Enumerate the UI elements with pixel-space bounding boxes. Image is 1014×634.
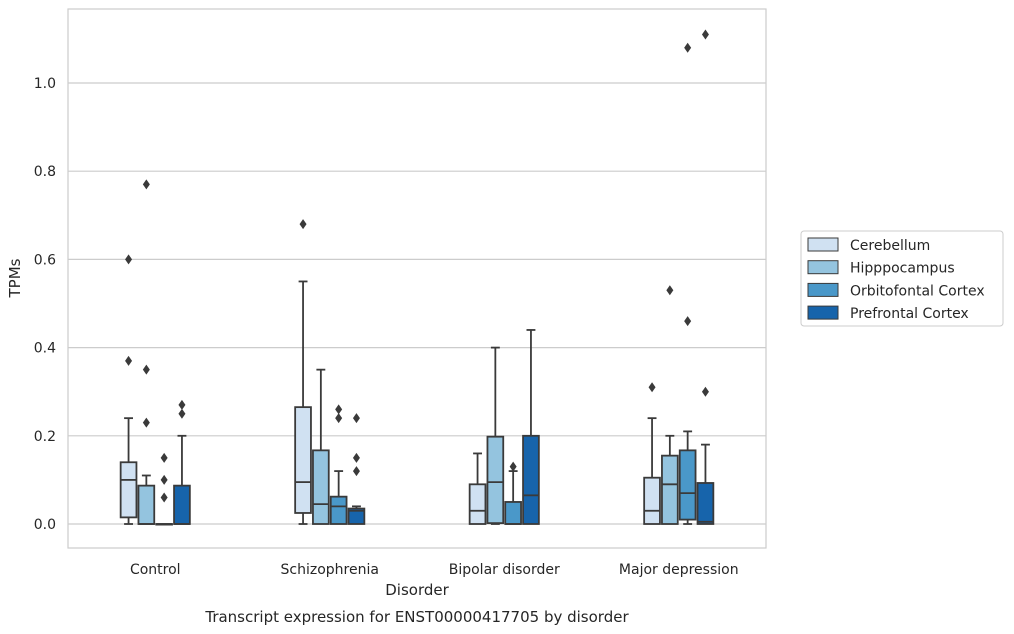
legend-frame — [800, 230, 1004, 327]
box-body — [504, 501, 522, 525]
x-tick-label: Major depression — [619, 562, 739, 578]
outlier-point — [701, 386, 709, 397]
box-body — [137, 484, 156, 525]
x-tick-label: Bipolar disorder — [449, 562, 560, 578]
box-body — [294, 406, 312, 514]
y-tick-label: 0.8 — [34, 164, 56, 180]
legend-label: Cerebellum — [850, 238, 930, 254]
outlier-point — [352, 466, 360, 477]
box-cerebellum — [294, 219, 312, 525]
y-axis-ticks: 0.0 0.2 0.4 0.6 0.8 1.0 — [34, 76, 56, 533]
box-body — [173, 484, 191, 525]
outlier-point — [666, 285, 674, 296]
box-body — [119, 461, 138, 519]
box-body — [329, 495, 348, 525]
box-prefrontal-cortex — [696, 29, 715, 525]
outlier-point — [684, 316, 692, 327]
outlier-point — [160, 474, 168, 485]
figure-caption: Transcript expression for ENST0000041770… — [204, 608, 629, 626]
box-body — [522, 434, 540, 525]
legend-swatch — [807, 305, 839, 320]
box-orbitofontal-cortex — [678, 42, 697, 525]
box-body — [643, 476, 661, 525]
box-cerebellum — [468, 452, 487, 525]
y-axis-title: TPMs — [6, 258, 24, 298]
outlier-point — [701, 29, 709, 40]
box-cerebellum — [643, 382, 661, 525]
y-tick-label: 0.4 — [34, 341, 56, 357]
outlier-point — [142, 179, 150, 190]
outlier-point — [125, 355, 133, 366]
outlier-point — [142, 364, 150, 375]
box-prefrontal-cortex — [173, 399, 191, 525]
box-body — [486, 435, 505, 525]
outlier-point — [299, 219, 307, 230]
y-tick-label: 0.0 — [34, 517, 56, 533]
outlier-point — [352, 452, 360, 463]
legend-label: Hipppocampus — [850, 261, 955, 277]
box-hipppocampus — [137, 179, 156, 525]
box-body — [312, 449, 330, 525]
outlier-point — [648, 382, 656, 393]
outlier-point — [335, 413, 343, 424]
box-orbitofontal-cortex — [155, 452, 173, 526]
outlier-point — [352, 413, 360, 424]
outlier-point — [142, 417, 150, 428]
legend: Cerebellum Hipppocampus Orbitofontal Corte… — [800, 230, 1004, 327]
legend-entries: Cerebellum Hipppocampus Orbitofontal Corte… — [807, 237, 985, 322]
legend-swatch — [807, 282, 839, 297]
box-body — [468, 483, 487, 525]
legend-swatch — [807, 237, 839, 252]
legend-label: Orbitofontal Cortex — [850, 283, 985, 299]
outlier-point — [160, 452, 168, 463]
box-prefrontal-cortex — [522, 329, 540, 525]
x-axis-ticks: Control Schizophrenia Bipolar disorder Majo… — [130, 562, 739, 578]
box-cerebellum — [119, 254, 138, 525]
outlier-point — [178, 399, 186, 410]
x-tick-label: Schizophrenia — [281, 562, 379, 578]
box-orbitofontal-cortex — [504, 461, 522, 525]
x-axis-title: Disorder — [385, 581, 449, 599]
outlier-point — [125, 254, 133, 265]
outlier-point — [335, 404, 343, 415]
legend-swatch — [807, 260, 839, 275]
outlier-point — [178, 408, 186, 419]
outlier-point — [160, 492, 168, 503]
outlier-point — [509, 461, 517, 472]
box-body — [661, 454, 679, 525]
x-tick-label: Control — [130, 562, 181, 578]
box-hipppocampus — [312, 368, 330, 525]
box-prefrontal-cortex — [347, 413, 366, 525]
box-orbitofontal-cortex — [329, 404, 348, 525]
box-hipppocampus — [486, 346, 505, 525]
y-tick-label: 1.0 — [34, 76, 56, 92]
box-hipppocampus — [661, 285, 679, 525]
legend-label: Prefrontal Cortex — [850, 306, 969, 322]
plot-area — [67, 8, 767, 549]
outlier-point — [684, 42, 692, 53]
boxes — [119, 29, 715, 526]
y-tick-label: 0.6 — [34, 252, 56, 268]
box-body — [678, 449, 697, 521]
box-body — [696, 482, 715, 525]
y-tick-label: 0.2 — [34, 429, 56, 445]
box-body — [347, 507, 366, 525]
